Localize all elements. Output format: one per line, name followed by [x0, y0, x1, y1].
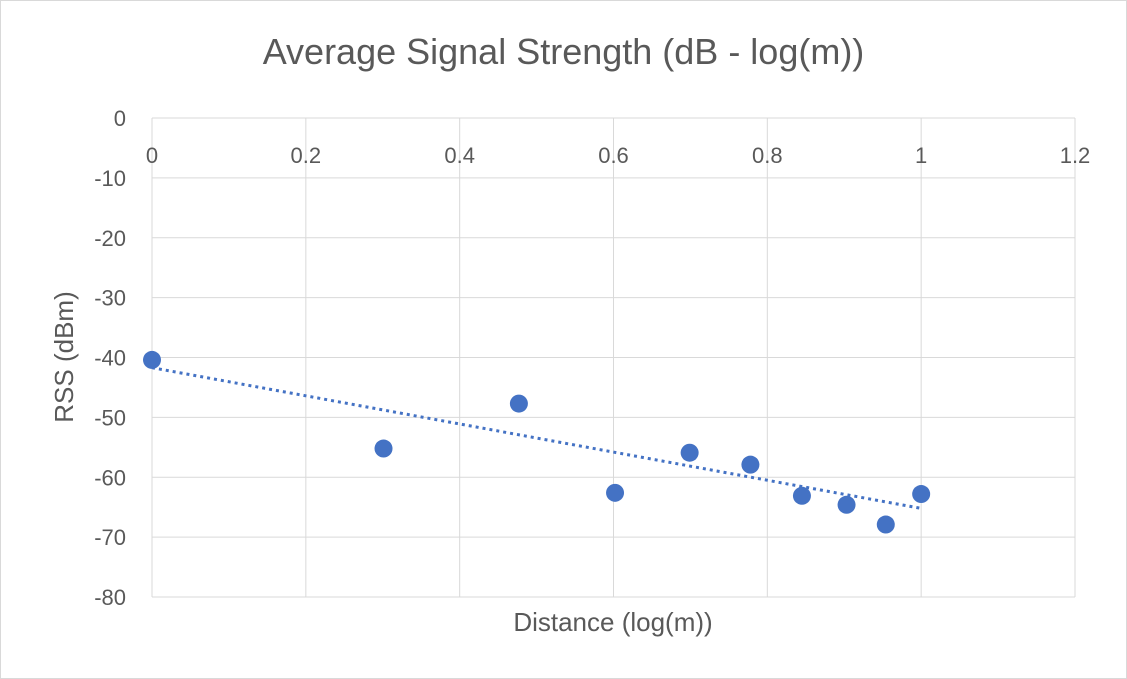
- y-tick-label: -40: [94, 346, 126, 371]
- x-tick-label: 1.2: [1060, 143, 1091, 168]
- trendline: [151, 366, 922, 510]
- data-point: [792, 486, 811, 505]
- y-tick-label: 0: [114, 106, 126, 131]
- y-tick-label: -30: [94, 286, 126, 311]
- x-axis-ticks: 0 0.2 0.4 0.6 0.8 1 1.2: [146, 143, 1090, 168]
- gridlines: [151, 117, 1076, 598]
- y-axis-title: RSS (dBm): [49, 291, 79, 422]
- x-axis-title: Distance (log(m)): [513, 607, 712, 637]
- data-point: [680, 443, 699, 462]
- data-point: [143, 350, 161, 369]
- x-tick-label: 0.6: [598, 143, 629, 168]
- y-tick-label: -20: [94, 226, 126, 251]
- data-point: [837, 495, 856, 514]
- data-point: [606, 483, 625, 502]
- data-point: [374, 439, 393, 458]
- data-points: [143, 350, 931, 534]
- y-tick-label: -50: [94, 405, 126, 430]
- x-tick-label: 0: [146, 143, 158, 168]
- data-point: [876, 515, 895, 534]
- y-tick-label: -70: [94, 525, 126, 550]
- data-point: [912, 485, 931, 504]
- data-point: [741, 455, 760, 474]
- y-axis-ticks: 0 -10 -20 -30 -40 -50 -60 -70 -80: [94, 106, 126, 610]
- x-tick-label: 1: [915, 143, 927, 168]
- y-tick-label: -60: [94, 465, 126, 490]
- x-tick-label: 0.2: [291, 143, 322, 168]
- data-point: [509, 394, 528, 413]
- x-tick-label: 0.8: [752, 143, 783, 168]
- trendline-layer: [151, 366, 922, 510]
- y-tick-label: -10: [94, 166, 126, 191]
- x-tick-label: 0.4: [444, 143, 475, 168]
- chart-title: Average Signal Strength (dB - log(m)): [262, 31, 865, 72]
- y-tick-label: -80: [94, 585, 126, 610]
